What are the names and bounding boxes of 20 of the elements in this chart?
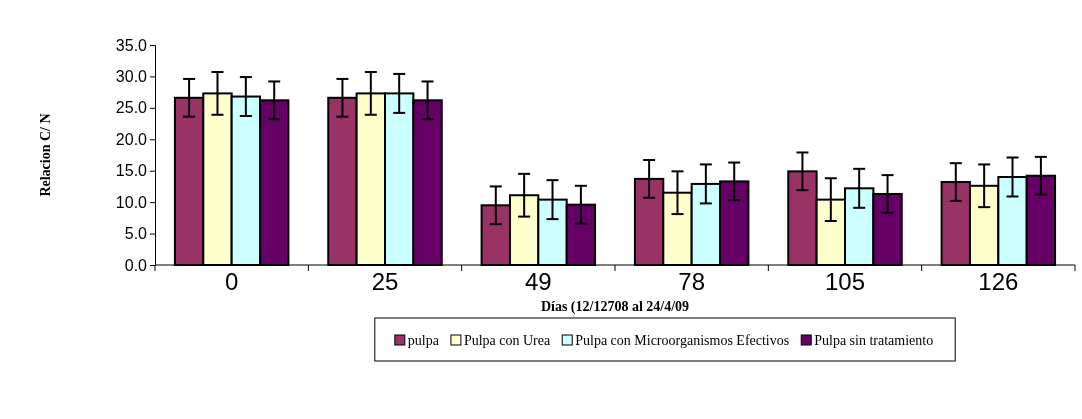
x-tick-label: 105 <box>824 268 866 296</box>
y-tick-label: 25.0 <box>115 99 148 117</box>
y-tick-label: 10.0 <box>115 193 148 211</box>
y-tick-label: 5.0 <box>124 225 148 243</box>
x-tick-label: 78 <box>678 268 706 296</box>
legend-label: Pulpa sin tratamiento <box>814 333 934 348</box>
x-tick-label: 0 <box>224 268 239 296</box>
y-tick-label: 35.0 <box>115 36 148 54</box>
legend-label: pulpa <box>407 333 440 348</box>
x-tick-label: 49 <box>524 268 552 296</box>
x-tick-label: 25 <box>371 268 399 296</box>
y-axis-title: Relacion C/ N <box>38 113 53 197</box>
y-tick-label: 15.0 <box>115 162 148 180</box>
legend-label: Pulpa con Microorganismos Efectivos <box>575 333 790 348</box>
y-tick-label: 30.0 <box>115 68 148 86</box>
legend-label: Pulpa con Urea <box>463 333 551 348</box>
x-tick-label: 126 <box>978 268 1019 296</box>
y-tick-label: 0.0 <box>124 256 148 274</box>
x-axis-title: Días (12/12708 al 24/4/09 <box>540 299 690 315</box>
y-tick-label: 20.0 <box>115 130 148 148</box>
